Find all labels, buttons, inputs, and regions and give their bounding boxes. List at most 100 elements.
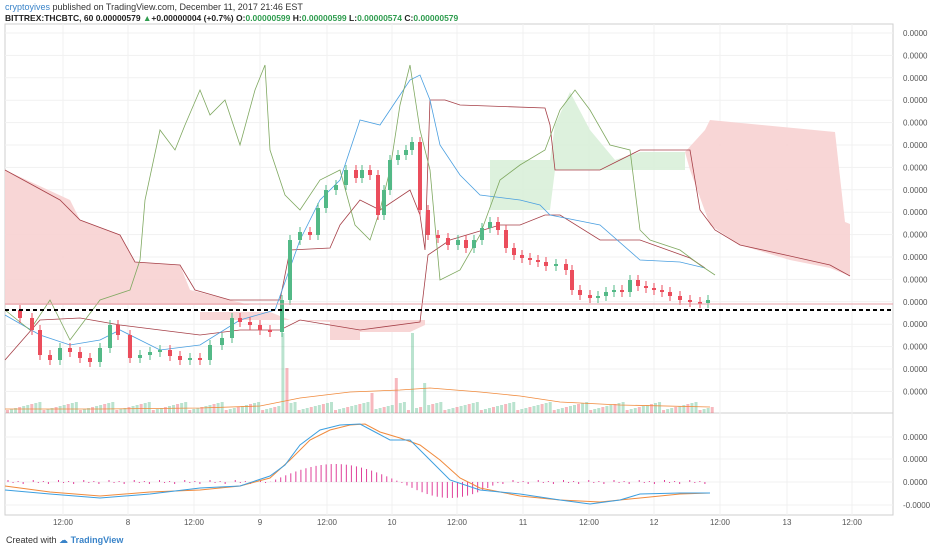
volume-bar [240,406,244,413]
volume-bar [115,410,119,413]
volume-bar [382,407,386,413]
volume-bar [6,410,9,413]
candle-body [472,240,476,248]
volume-bar [625,410,629,413]
candle-body [404,150,408,155]
candle-body [668,292,672,296]
low-label: L: [349,13,358,23]
volume-bar [419,407,423,413]
volume-bar [66,404,70,413]
volume-bar [492,407,495,413]
time-tick-label: 12 [650,518,659,527]
volume-bar [670,408,674,413]
volume-bar [143,403,147,413]
volume-bar [362,403,366,413]
volume-bar [228,409,232,413]
price-tick-label: 0.0000 [903,208,928,217]
candle-body [536,260,540,262]
volume-bar [597,408,601,413]
volume-bar [78,410,82,413]
volume-bar [321,404,325,413]
volume-bar [342,408,346,413]
volume-bar [305,408,309,413]
volume-bar [257,402,261,413]
candle-body [48,355,52,360]
volume-bar [544,403,548,413]
footer: Created with ☁ TradingView [6,535,123,546]
kijun-line-2 [4,214,706,361]
candle-body [220,338,224,345]
candle-body [644,286,648,288]
volume-bar [87,408,90,413]
volume-bar [54,407,58,413]
volume-bar [188,410,192,413]
publish-info: cryptoyives published on TradingView.com… [5,2,303,12]
volume-bar [435,403,439,413]
macd-indicator [4,423,711,505]
volume-bar [289,403,293,413]
candle-body [98,348,102,362]
macd-tick-label: -0.0000 [903,501,931,510]
time-tick-label: 12:00 [53,518,74,527]
cloud-bearish [685,120,850,276]
volume-bar [621,402,625,413]
volume-bar [42,410,46,413]
price-tick-label: 0.0000 [903,275,928,284]
change-value: +0.00000004 (+0.7%) [151,13,234,23]
volume-bar [645,405,649,413]
volume-bar [269,408,273,413]
volume-bar [686,404,690,413]
candle-body [588,295,592,298]
candle-body [410,142,414,150]
candle-body [316,208,320,235]
price-tick-label: 0.0000 [903,298,928,307]
volume-bar [613,404,617,413]
tradingview-logo[interactable]: TradingView [70,535,124,545]
volume-bar [674,407,678,413]
volume-bar [22,406,26,413]
time-axis: 12:00 8 12:00 9 12:00 10 12:00 11 12:00 12 12:00 13… [53,518,863,527]
volume-bar [119,409,123,413]
cloud-bearish [200,312,425,340]
volume-bar [366,402,370,413]
candle-body [436,235,440,238]
volume-bar [475,402,479,413]
candle-body [30,318,34,330]
volume-bar [568,406,572,413]
volume-bar [605,406,609,413]
volume-bar [273,407,277,413]
volume-bar [200,407,204,413]
volume-bar [281,333,285,413]
volume-bar [95,406,99,413]
author-link[interactable]: cryptoyives [5,2,51,12]
cloud-bearish [5,170,280,305]
time-tick-label: 13 [783,518,792,527]
cloud-bullish [490,92,685,210]
time-tick-label: 12:00 [579,518,600,527]
price-chart[interactable]: 0.00000.00000.00000.00000.00000.00000.00… [0,0,932,535]
candle-body [604,292,608,296]
candle-body [528,258,532,260]
price-tick-label: 0.0000 [903,387,928,396]
volume-bar [253,403,257,413]
candle-body [198,358,202,360]
volume-bar [629,409,633,413]
time-tick-label: 12:00 [317,518,338,527]
volume-bar [641,406,645,413]
time-tick-label: 12:00 [447,518,468,527]
candle-body [230,318,234,338]
candle-body [248,322,252,325]
volume-bar [14,408,18,413]
volume-bar [338,409,342,413]
volume-bar [208,405,212,413]
open-label: O: [236,13,246,23]
volume-bar [261,410,265,413]
candle-body [388,160,392,190]
volume-bar [46,409,50,413]
kijun-line [4,99,851,301]
time-tick-label: 8 [126,518,131,527]
macd-axis: 0.0000 0.0000 0.0000 -0.0000 [903,433,931,510]
volume-bar [82,409,86,413]
volume-bar [658,402,662,413]
macd-tick-label: 0.0000 [903,455,928,464]
